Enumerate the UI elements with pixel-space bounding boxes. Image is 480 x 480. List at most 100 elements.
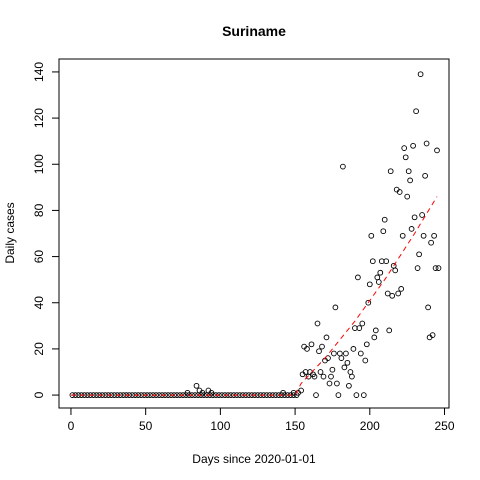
data-point bbox=[392, 267, 399, 274]
data-point bbox=[349, 373, 355, 380]
data-point bbox=[386, 327, 393, 334]
data-point bbox=[338, 355, 345, 361]
data-point bbox=[323, 334, 330, 341]
y-tick-label: 0 bbox=[32, 391, 46, 398]
data-point bbox=[417, 71, 424, 78]
data-point bbox=[355, 274, 361, 281]
data-point bbox=[420, 232, 427, 239]
data-point bbox=[305, 373, 312, 380]
data-point bbox=[429, 332, 436, 338]
data-point bbox=[387, 168, 394, 175]
data-point bbox=[404, 193, 411, 200]
data-point bbox=[359, 320, 366, 327]
chart-title: Suriname bbox=[222, 23, 286, 39]
data-point bbox=[372, 327, 379, 334]
data-point bbox=[416, 251, 422, 258]
y-axis-label: Daily cases bbox=[3, 202, 17, 263]
data-point bbox=[423, 140, 430, 147]
data-point bbox=[332, 304, 339, 311]
data-point bbox=[317, 369, 324, 375]
data-point bbox=[434, 147, 440, 154]
data-point bbox=[371, 334, 378, 341]
data-point bbox=[422, 172, 428, 179]
data-point bbox=[328, 373, 334, 380]
data-point bbox=[408, 226, 415, 232]
data-point bbox=[366, 281, 373, 288]
data-point bbox=[320, 373, 327, 380]
data-point bbox=[347, 369, 354, 375]
data-point bbox=[365, 299, 372, 306]
x-axis-label: Days since 2020-01-01 bbox=[192, 452, 316, 466]
y-axis: 0 20 40 60 80 100 120 140 bbox=[32, 62, 60, 398]
data-point bbox=[337, 350, 343, 357]
data-point bbox=[304, 346, 310, 352]
y-tick-label: 120 bbox=[32, 108, 46, 128]
data-point bbox=[377, 269, 384, 276]
data-point bbox=[343, 350, 349, 357]
data-point bbox=[374, 274, 381, 281]
data-point bbox=[340, 163, 346, 170]
data-point bbox=[280, 389, 286, 396]
data-point bbox=[395, 290, 402, 297]
x-tick-label: 150 bbox=[285, 419, 305, 433]
trend-line bbox=[71, 196, 438, 396]
y-tick-label: 80 bbox=[32, 203, 46, 217]
data-point bbox=[419, 212, 425, 218]
data-point bbox=[398, 286, 405, 292]
data-point bbox=[357, 350, 364, 357]
y-tick-label: 100 bbox=[32, 154, 46, 174]
data-point bbox=[402, 154, 409, 161]
data-point bbox=[319, 343, 325, 350]
data-point bbox=[413, 108, 419, 115]
data-point bbox=[350, 346, 357, 352]
data-point bbox=[353, 392, 360, 398]
data-point bbox=[356, 325, 363, 331]
data-point bbox=[428, 239, 434, 246]
y-tick-label: 140 bbox=[32, 62, 46, 82]
data-point bbox=[432, 265, 439, 271]
y-tick-label: 60 bbox=[32, 250, 46, 264]
x-tick-label: 200 bbox=[360, 419, 380, 433]
data-point bbox=[329, 366, 336, 373]
data-point bbox=[425, 304, 431, 311]
data-point bbox=[396, 189, 403, 195]
y-tick-label: 40 bbox=[32, 296, 46, 310]
data-point bbox=[346, 382, 352, 389]
data-point bbox=[384, 290, 391, 297]
data-point bbox=[344, 359, 351, 366]
data-point bbox=[381, 216, 388, 223]
data-point bbox=[362, 357, 369, 364]
data-point bbox=[375, 279, 382, 285]
data-point bbox=[331, 350, 337, 357]
data-point bbox=[431, 232, 437, 239]
data-point bbox=[407, 177, 413, 184]
data-point bbox=[341, 364, 348, 371]
x-tick-label: 250 bbox=[435, 419, 455, 433]
data-point bbox=[199, 389, 206, 396]
x-tick-label: 50 bbox=[139, 419, 153, 433]
data-point bbox=[401, 145, 408, 151]
data-point bbox=[380, 228, 387, 235]
plot-frame bbox=[58, 58, 450, 409]
data-point bbox=[314, 320, 321, 327]
x-axis: 0 50 100 150 200 250 bbox=[68, 407, 455, 433]
data-point bbox=[383, 258, 390, 265]
x-tick-label: 0 bbox=[68, 419, 75, 433]
data-point bbox=[326, 380, 333, 387]
data-point bbox=[184, 389, 191, 396]
data-point bbox=[435, 265, 442, 271]
data-point bbox=[208, 389, 215, 396]
data-point bbox=[411, 214, 418, 221]
data-points bbox=[69, 71, 442, 398]
data-point bbox=[335, 392, 342, 398]
data-point bbox=[369, 258, 376, 265]
data-point bbox=[308, 341, 315, 348]
data-point bbox=[193, 382, 200, 389]
data-point bbox=[360, 392, 367, 398]
data-point bbox=[334, 380, 340, 387]
y-tick-label: 20 bbox=[32, 342, 46, 356]
data-point bbox=[313, 392, 319, 398]
data-point bbox=[311, 373, 318, 380]
data-point bbox=[399, 232, 406, 239]
